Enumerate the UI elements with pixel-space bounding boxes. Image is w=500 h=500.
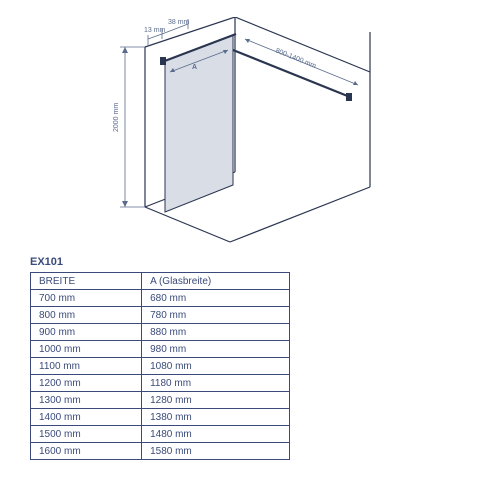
table-row: 1000 mm980 mm — [31, 341, 290, 358]
cell-breite: 900 mm — [31, 324, 142, 341]
table-row: 1400 mm1380 mm — [31, 409, 290, 426]
offset2-label: 38 mm — [168, 19, 190, 26]
cell-breite: 800 mm — [31, 307, 142, 324]
model-number: EX101 — [30, 256, 470, 268]
cell-a: 1080 mm — [142, 358, 290, 375]
cell-a: 1280 mm — [142, 392, 290, 409]
dimensions-table-area: EX101 BREITE A (Glasbreite) 700 mm680 mm… — [30, 256, 470, 460]
table-row: 1600 mm1580 mm — [31, 443, 290, 460]
table-row: 1200 mm1180 mm — [31, 375, 290, 392]
panel-a-label: A — [192, 64, 197, 71]
table-row: 700 mm680 mm — [31, 290, 290, 307]
table-row: 800 mm780 mm — [31, 307, 290, 324]
table-row: 1300 mm1280 mm — [31, 392, 290, 409]
table-row: 900 mm880 mm — [31, 324, 290, 341]
table-row: 1100 mm1080 mm — [31, 358, 290, 375]
cell-breite: 1600 mm — [31, 443, 142, 460]
cell-a: 880 mm — [142, 324, 290, 341]
table-row: 1500 mm1480 mm — [31, 426, 290, 443]
cell-breite: 1300 mm — [31, 392, 142, 409]
cell-breite: 1500 mm — [31, 426, 142, 443]
dimensions-table: BREITE A (Glasbreite) 700 mm680 mm800 mm… — [30, 272, 290, 460]
isometric-drawing: A 800-1400 mm 13 mm 38 mm 2000 mm — [70, 17, 430, 247]
col-header-breite: BREITE — [31, 273, 142, 290]
technical-diagram: A 800-1400 mm 13 mm 38 mm 2000 mm — [30, 12, 470, 252]
cell-a: 1180 mm — [142, 375, 290, 392]
cell-a: 1380 mm — [142, 409, 290, 426]
bar-length-label: 800-1400 mm — [274, 47, 317, 70]
cell-a: 680 mm — [142, 290, 290, 307]
height-label: 2000 mm — [113, 103, 120, 132]
cell-a: 780 mm — [142, 307, 290, 324]
offset1-label: 13 mm — [144, 27, 166, 34]
cell-a: 1580 mm — [142, 443, 290, 460]
cell-a: 980 mm — [142, 341, 290, 358]
cell-breite: 1400 mm — [31, 409, 142, 426]
cell-breite: 1200 mm — [31, 375, 142, 392]
col-header-a: A (Glasbreite) — [142, 273, 290, 290]
cell-breite: 1000 mm — [31, 341, 142, 358]
cell-breite: 700 mm — [31, 290, 142, 307]
cell-a: 1480 mm — [142, 426, 290, 443]
cell-breite: 1100 mm — [31, 358, 142, 375]
